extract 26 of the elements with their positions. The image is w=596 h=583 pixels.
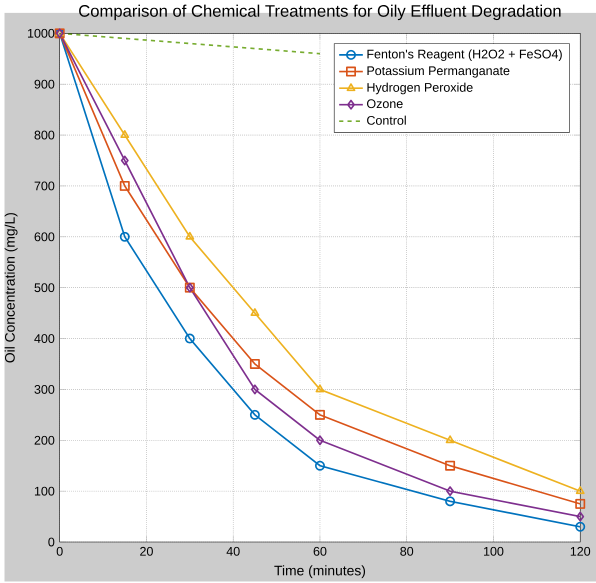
y-tick-label: 600 [34, 232, 54, 242]
x-tick-label: 60 [314, 547, 326, 556]
x-axis-title: Time (minutes) [274, 565, 366, 578]
y-tick-label: 100 [34, 486, 54, 496]
y-axis-title: Oil Concentration (mg/L) [4, 213, 18, 363]
x-tick-label: 20 [140, 547, 153, 556]
y-tick-label: 0 [48, 538, 54, 547]
x-tick-label: 40 [226, 547, 240, 556]
legend-label: Fenton's Reagent (H2O2 + FeSO4) [367, 49, 562, 62]
legend-label: Potassium Permanganate [367, 66, 510, 78]
y-tick-label: 900 [34, 80, 54, 89]
y-tick-label: 200 [34, 436, 54, 445]
chart-title: Comparison of Chemical Treatments for Oily Effluent Degradation [79, 4, 561, 20]
y-tick-label: 800 [34, 130, 54, 140]
x-tick-label: 120 [570, 547, 590, 556]
x-tick-label: 80 [400, 547, 414, 556]
y-tick-label: 700 [34, 182, 54, 190]
y-tick-label: 1000 [28, 29, 54, 38]
legend-label: Ozone [367, 99, 403, 108]
legend-label: Control [367, 116, 406, 125]
x-tick-label: 0 [56, 547, 63, 556]
legend-label: Hydrogen Peroxide [367, 82, 473, 94]
y-tick-label: 400 [34, 334, 54, 344]
y-tick-label: 300 [34, 385, 54, 394]
x-tick-label: 100 [484, 547, 504, 556]
y-tick-label: 500 [34, 283, 54, 292]
